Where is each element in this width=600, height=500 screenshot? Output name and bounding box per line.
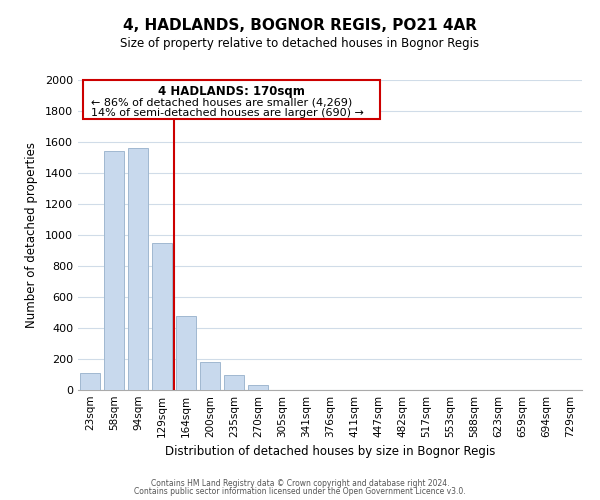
Text: Size of property relative to detached houses in Bognor Regis: Size of property relative to detached ho…	[121, 38, 479, 51]
Bar	[152, 243, 172, 390]
Bar	[200, 362, 220, 390]
Text: 14% of semi-detached houses are larger (690) →: 14% of semi-detached houses are larger (…	[91, 108, 364, 118]
Text: 4 HADLANDS: 170sqm: 4 HADLANDS: 170sqm	[158, 84, 305, 98]
Text: Contains public sector information licensed under the Open Government Licence v3: Contains public sector information licen…	[134, 487, 466, 496]
FancyBboxPatch shape	[83, 80, 380, 118]
Bar	[104, 152, 124, 390]
Text: 4, HADLANDS, BOGNOR REGIS, PO21 4AR: 4, HADLANDS, BOGNOR REGIS, PO21 4AR	[123, 18, 477, 32]
Text: ← 86% of detached houses are smaller (4,269): ← 86% of detached houses are smaller (4,…	[91, 97, 352, 107]
X-axis label: Distribution of detached houses by size in Bognor Regis: Distribution of detached houses by size …	[165, 446, 495, 458]
Bar	[80, 373, 100, 390]
Bar	[176, 316, 196, 390]
Y-axis label: Number of detached properties: Number of detached properties	[25, 142, 38, 328]
Bar	[248, 384, 268, 390]
Text: Contains HM Land Registry data © Crown copyright and database right 2024.: Contains HM Land Registry data © Crown c…	[151, 478, 449, 488]
Bar	[224, 376, 244, 390]
Bar	[128, 148, 148, 390]
